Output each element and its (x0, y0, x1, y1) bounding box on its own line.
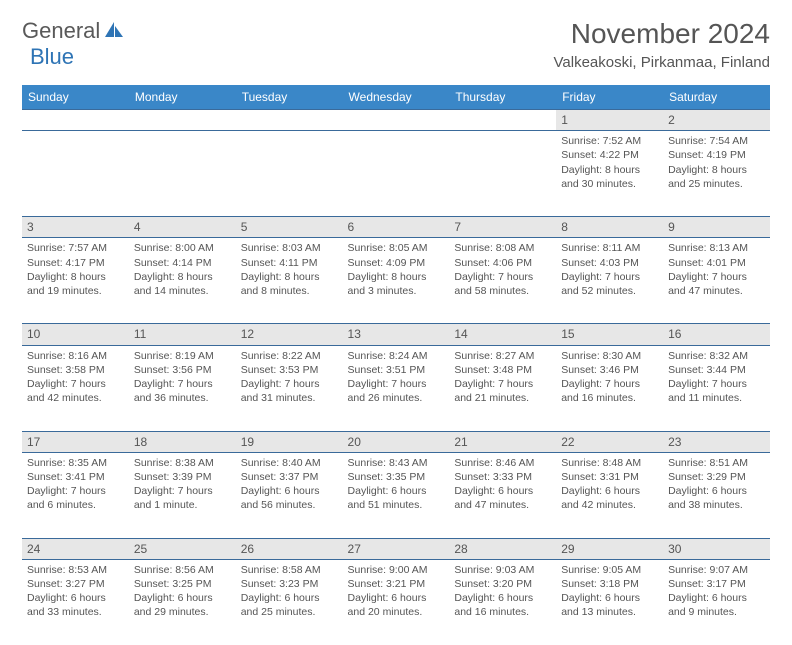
day-number-cell: 24 (22, 538, 129, 559)
day-data-cell: Sunrise: 8:24 AMSunset: 3:51 PMDaylight:… (343, 345, 450, 431)
day-data-row: Sunrise: 7:57 AMSunset: 4:17 PMDaylight:… (22, 238, 770, 324)
day-data-cell: Sunrise: 8:27 AMSunset: 3:48 PMDaylight:… (449, 345, 556, 431)
day-number-cell: 30 (663, 538, 770, 559)
weekday-header: Sunday (22, 85, 129, 110)
day-data-cell: Sunrise: 8:13 AMSunset: 4:01 PMDaylight:… (663, 238, 770, 324)
day-data-cell: Sunrise: 8:51 AMSunset: 3:29 PMDaylight:… (663, 452, 770, 538)
day-data-cell: Sunrise: 8:22 AMSunset: 3:53 PMDaylight:… (236, 345, 343, 431)
day-number-cell: 22 (556, 431, 663, 452)
day-data-cell: Sunrise: 8:00 AMSunset: 4:14 PMDaylight:… (129, 238, 236, 324)
day-number-cell: 21 (449, 431, 556, 452)
day-data-cell: Sunrise: 7:54 AMSunset: 4:19 PMDaylight:… (663, 131, 770, 217)
day-number-cell: 10 (22, 324, 129, 345)
day-data-cell: Sunrise: 7:57 AMSunset: 4:17 PMDaylight:… (22, 238, 129, 324)
day-data-cell: Sunrise: 8:19 AMSunset: 3:56 PMDaylight:… (129, 345, 236, 431)
day-data-cell: Sunrise: 8:48 AMSunset: 3:31 PMDaylight:… (556, 452, 663, 538)
day-data-cell (343, 131, 450, 217)
day-number-row: 3456789 (22, 217, 770, 238)
day-data-cell (129, 131, 236, 217)
day-number-cell: 19 (236, 431, 343, 452)
day-number-cell: 6 (343, 217, 450, 238)
day-data-row: Sunrise: 8:53 AMSunset: 3:27 PMDaylight:… (22, 559, 770, 645)
weekday-header: Monday (129, 85, 236, 110)
day-number-cell: 3 (22, 217, 129, 238)
day-data-row: Sunrise: 8:35 AMSunset: 3:41 PMDaylight:… (22, 452, 770, 538)
day-data-cell: Sunrise: 8:05 AMSunset: 4:09 PMDaylight:… (343, 238, 450, 324)
title-block: November 2024 Valkeakoski, Pirkanmaa, Fi… (554, 18, 771, 71)
day-number-row: 12 (22, 110, 770, 131)
weekday-header: Saturday (663, 85, 770, 110)
logo-word1: General (22, 18, 100, 44)
day-number-cell: 5 (236, 217, 343, 238)
day-number-cell (22, 110, 129, 131)
logo-line2: Blue (30, 44, 74, 70)
day-number-cell: 13 (343, 324, 450, 345)
day-number-cell: 25 (129, 538, 236, 559)
day-data-row: Sunrise: 7:52 AMSunset: 4:22 PMDaylight:… (22, 131, 770, 217)
weekday-header: Friday (556, 85, 663, 110)
calendar-table: SundayMondayTuesdayWednesdayThursdayFrid… (22, 85, 770, 645)
day-data-cell: Sunrise: 8:46 AMSunset: 3:33 PMDaylight:… (449, 452, 556, 538)
day-number-cell: 4 (129, 217, 236, 238)
month-title: November 2024 (554, 18, 771, 50)
day-data-cell: Sunrise: 8:08 AMSunset: 4:06 PMDaylight:… (449, 238, 556, 324)
weekday-header-row: SundayMondayTuesdayWednesdayThursdayFrid… (22, 85, 770, 110)
day-data-row: Sunrise: 8:16 AMSunset: 3:58 PMDaylight:… (22, 345, 770, 431)
day-number-row: 24252627282930 (22, 538, 770, 559)
day-data-cell: Sunrise: 8:58 AMSunset: 3:23 PMDaylight:… (236, 559, 343, 645)
day-number-cell: 12 (236, 324, 343, 345)
day-data-cell: Sunrise: 9:05 AMSunset: 3:18 PMDaylight:… (556, 559, 663, 645)
day-data-cell: Sunrise: 8:11 AMSunset: 4:03 PMDaylight:… (556, 238, 663, 324)
day-data-cell: Sunrise: 8:30 AMSunset: 3:46 PMDaylight:… (556, 345, 663, 431)
logo-word2: Blue (30, 44, 74, 69)
header: General November 2024 Valkeakoski, Pirka… (22, 18, 770, 71)
day-number-row: 17181920212223 (22, 431, 770, 452)
day-number-cell: 15 (556, 324, 663, 345)
day-data-cell (22, 131, 129, 217)
location: Valkeakoski, Pirkanmaa, Finland (554, 54, 771, 71)
day-number-cell (129, 110, 236, 131)
day-number-cell: 20 (343, 431, 450, 452)
calendar-body: 12Sunrise: 7:52 AMSunset: 4:22 PMDayligh… (22, 110, 770, 645)
day-number-cell: 1 (556, 110, 663, 131)
day-number-cell: 9 (663, 217, 770, 238)
day-number-cell: 18 (129, 431, 236, 452)
day-data-cell: Sunrise: 9:00 AMSunset: 3:21 PMDaylight:… (343, 559, 450, 645)
day-data-cell: Sunrise: 8:43 AMSunset: 3:35 PMDaylight:… (343, 452, 450, 538)
day-number-cell (236, 110, 343, 131)
day-data-cell: Sunrise: 8:40 AMSunset: 3:37 PMDaylight:… (236, 452, 343, 538)
day-number-cell: 7 (449, 217, 556, 238)
day-data-cell: Sunrise: 8:32 AMSunset: 3:44 PMDaylight:… (663, 345, 770, 431)
day-number-cell: 23 (663, 431, 770, 452)
day-data-cell (236, 131, 343, 217)
day-data-cell: Sunrise: 8:53 AMSunset: 3:27 PMDaylight:… (22, 559, 129, 645)
day-number-cell (449, 110, 556, 131)
day-data-cell: Sunrise: 8:03 AMSunset: 4:11 PMDaylight:… (236, 238, 343, 324)
logo-sail-icon (104, 20, 124, 43)
weekday-header: Wednesday (343, 85, 450, 110)
day-data-cell (449, 131, 556, 217)
day-data-cell: Sunrise: 8:35 AMSunset: 3:41 PMDaylight:… (22, 452, 129, 538)
day-data-cell: Sunrise: 7:52 AMSunset: 4:22 PMDaylight:… (556, 131, 663, 217)
day-number-cell: 14 (449, 324, 556, 345)
day-number-cell: 17 (22, 431, 129, 452)
weekday-header: Tuesday (236, 85, 343, 110)
day-number-cell: 29 (556, 538, 663, 559)
day-number-cell: 26 (236, 538, 343, 559)
logo: General (22, 18, 126, 44)
day-number-cell: 27 (343, 538, 450, 559)
day-number-row: 10111213141516 (22, 324, 770, 345)
day-number-cell: 16 (663, 324, 770, 345)
weekday-header: Thursday (449, 85, 556, 110)
day-data-cell: Sunrise: 9:03 AMSunset: 3:20 PMDaylight:… (449, 559, 556, 645)
day-data-cell: Sunrise: 8:38 AMSunset: 3:39 PMDaylight:… (129, 452, 236, 538)
day-data-cell: Sunrise: 8:56 AMSunset: 3:25 PMDaylight:… (129, 559, 236, 645)
day-number-cell: 28 (449, 538, 556, 559)
day-number-cell (343, 110, 450, 131)
day-number-cell: 11 (129, 324, 236, 345)
day-number-cell: 2 (663, 110, 770, 131)
day-data-cell: Sunrise: 9:07 AMSunset: 3:17 PMDaylight:… (663, 559, 770, 645)
day-data-cell: Sunrise: 8:16 AMSunset: 3:58 PMDaylight:… (22, 345, 129, 431)
day-number-cell: 8 (556, 217, 663, 238)
